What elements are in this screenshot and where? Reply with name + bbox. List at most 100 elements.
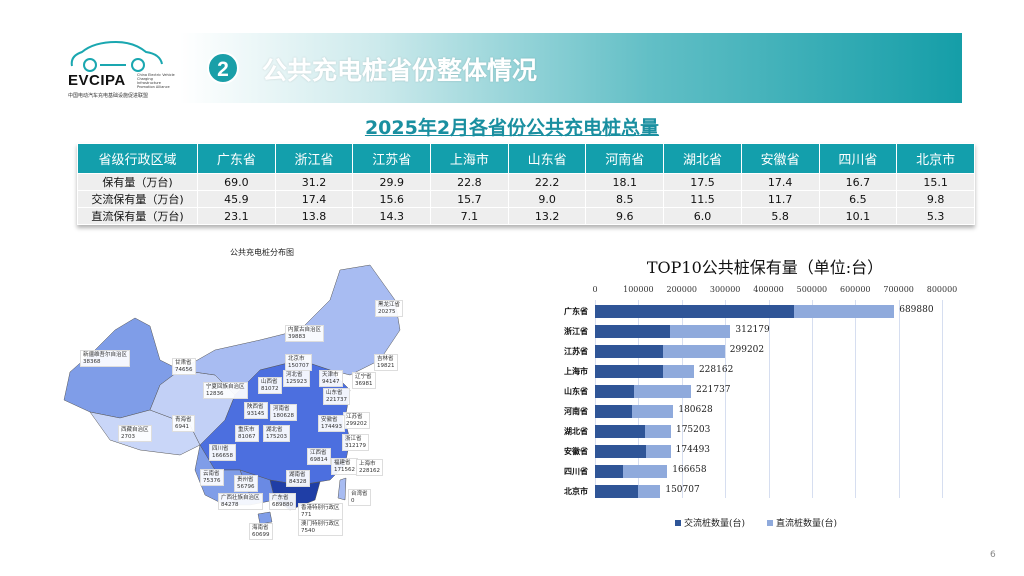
gridline [725, 300, 727, 498]
bar-dc [670, 325, 731, 338]
column-header: 浙江省 [274, 143, 354, 174]
legend-label: 直流桩数量(台) [776, 519, 838, 529]
table-cell: 5.8 [740, 207, 820, 225]
table-cell: 15.6 [352, 190, 432, 208]
x-tick-label: 300000 [709, 285, 741, 294]
region-name: 澳门特别行政区 [301, 521, 340, 527]
region-value: 166658 [212, 452, 233, 459]
region-name: 北京市 [288, 356, 305, 362]
gridline [768, 300, 770, 498]
row-label: 直流保有量（万台) [77, 207, 198, 225]
region-name: 黑龙江省 [378, 302, 401, 308]
region-value: 20275 [378, 308, 396, 315]
region-name: 天津市 [322, 372, 339, 378]
row-header-title: 省级行政区域 [77, 143, 198, 174]
region-value: 75376 [203, 477, 221, 484]
total-label: 299202 [729, 345, 765, 355]
map-label: 澳门特别行政区 7540 [298, 519, 343, 536]
table-cell: 45.9 [197, 190, 276, 208]
total-label: 312179 [735, 325, 770, 335]
x-tick-label: 800000 [926, 285, 958, 294]
region-name: 吉林省 [377, 356, 394, 362]
bar-dc [662, 345, 725, 358]
bar-ac [595, 385, 635, 398]
table-cell: 15.7 [430, 190, 509, 208]
bar-dc [663, 365, 694, 378]
map-label: 辽宁省 36981 [352, 372, 376, 389]
region-name: 湖南省 [289, 472, 306, 478]
gridline [638, 300, 640, 498]
legend-swatch [675, 519, 681, 526]
map-label: 内蒙古自治区 39883 [285, 325, 325, 342]
table-cell: 22.8 [430, 173, 509, 191]
total-label: 174493 [675, 445, 711, 455]
region-name: 山东省 [326, 390, 343, 396]
column-header: 广东省 [197, 143, 276, 174]
map-label: 西藏自治区 2703 [118, 425, 152, 442]
bar-dc [623, 465, 668, 478]
region-name: 宁夏回族自治区 [206, 384, 245, 390]
region-value: 69814 [310, 456, 328, 463]
total-label: 180628 [678, 405, 713, 415]
region-name: 贵州省 [237, 477, 254, 483]
region-value: 125923 [286, 378, 307, 385]
region-name: 安徽省 [321, 417, 338, 423]
region-name: 辽宁省 [355, 374, 372, 380]
category-label: 广东省 [564, 307, 588, 316]
legend-swatch [767, 519, 773, 526]
region-value: 299202 [346, 420, 367, 427]
region-name: 四川省 [212, 446, 229, 452]
map-label: 安徽省 174493 [318, 415, 345, 432]
map-label: 青海省 6941 [172, 415, 195, 432]
table-cell: 10.1 [818, 207, 898, 225]
map-label: 山东省 221737 [323, 388, 350, 405]
region-value: 56796 [237, 483, 255, 490]
total-label: 175203 [675, 425, 711, 435]
region-value: 228162 [359, 467, 380, 474]
category-label: 四川省 [564, 467, 588, 476]
gridline [942, 300, 943, 498]
column-header: 河南省 [585, 143, 665, 174]
map-region-taiwan [337, 477, 347, 501]
region-name: 重庆市 [238, 427, 255, 433]
region-value: 7540 [301, 527, 315, 534]
region-value: 689880 [272, 501, 293, 508]
category-label: 浙江省 [564, 327, 588, 336]
map-label: 天津市 94147 [319, 370, 343, 387]
table-cell: 6.5 [818, 190, 898, 208]
region-name: 内蒙古自治区 [288, 327, 322, 333]
table-row: 保有量（万台) 69.0 31.2 29.9 22.8 22.2 18.1 17.5 17.4 1… [77, 173, 975, 191]
evcipa-logo: EVCIPA China Electric Vehicle Charging I… [66, 38, 176, 100]
region-value: 12836 [206, 390, 224, 397]
map-title: 公共充电桩分布图 [230, 248, 294, 257]
row-label: 交流保有量（万台) [77, 190, 198, 208]
total-label: 221737 [696, 385, 731, 395]
region-value: 771 [301, 511, 312, 518]
table-cell: 8.5 [585, 190, 665, 208]
region-value: 175203 [266, 433, 287, 440]
region-name: 新疆维吾尔自治区 [83, 352, 128, 358]
map-label: 湖北省 175203 [263, 425, 290, 442]
total-label: 150707 [665, 485, 700, 495]
table-header-row: 省级行政区域 广东省 浙江省 江苏省 上海市 山东省 河南省 湖北省 安徽省 四川省 北京市 [77, 143, 975, 174]
region-value: 36981 [355, 380, 373, 387]
map-label: 河南省 180628 [270, 404, 297, 421]
region-value: 60699 [252, 531, 270, 538]
province-table: 省级行政区域 广东省 浙江省 江苏省 上海市 山东省 河南省 湖北省 安徽省 四川省 北京市 保有量… [77, 143, 975, 225]
region-value: 94147 [322, 378, 340, 385]
bar-dc [645, 445, 671, 458]
bar-dc [644, 425, 671, 438]
map-label: 湖南省 84328 [286, 470, 310, 487]
bar-ac [595, 325, 671, 338]
map-label: 上海市 228162 [356, 459, 383, 476]
table-cell: 15.1 [896, 173, 975, 191]
gridline [811, 300, 813, 498]
x-tick-label: 200000 [666, 285, 698, 294]
x-tick-label: 0 [592, 285, 598, 294]
region-name: 江西省 [310, 450, 327, 456]
gridline [681, 300, 683, 498]
legend-item: 交流桩数量(台) [675, 516, 745, 529]
region-name: 青海省 [175, 417, 192, 423]
table-cell: 5.3 [896, 207, 975, 225]
region-name: 香港特别行政区 [301, 505, 340, 511]
